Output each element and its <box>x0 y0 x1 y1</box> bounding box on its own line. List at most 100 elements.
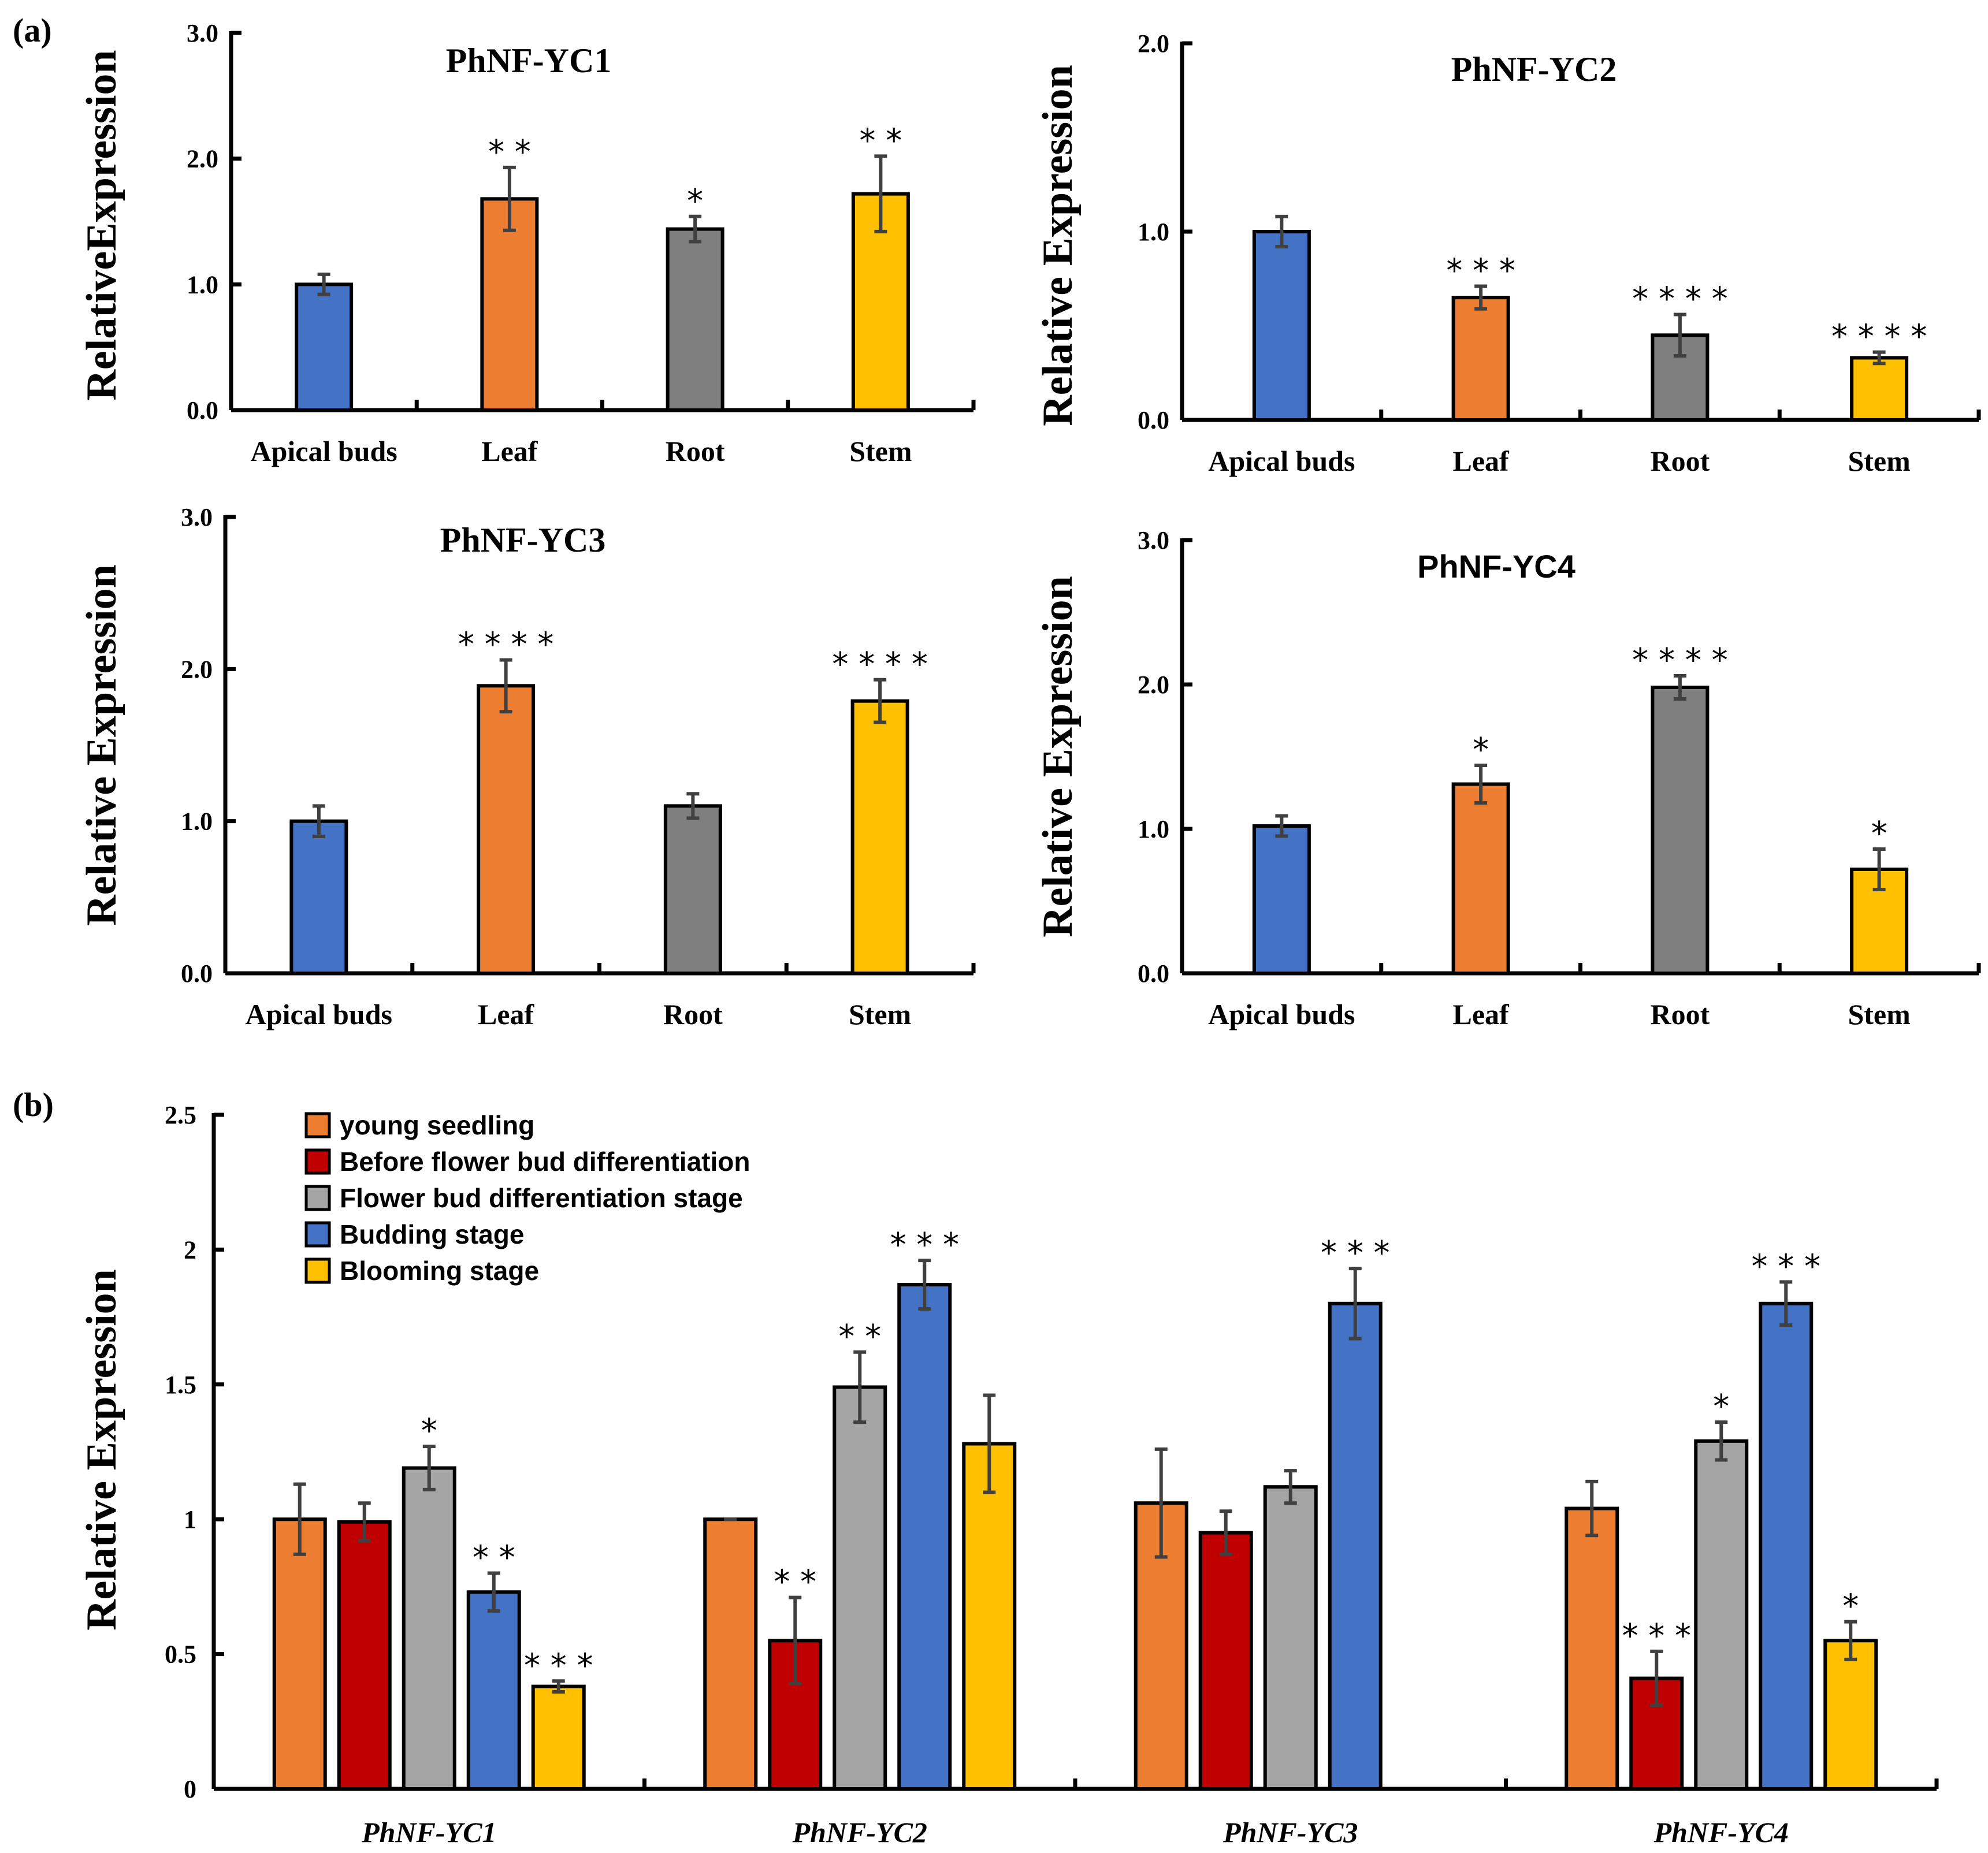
category-label: Apical buds <box>250 435 397 467</box>
bar-young-seedling <box>703 1517 758 1791</box>
legend-label: Budding stage <box>340 1219 524 1249</box>
category-label: Leaf <box>1453 998 1510 1030</box>
chart-developmental-stages: 0 0.5 1 1.5 2 2.5 * * * * * * PhNF-YC1 * * * * * * *… <box>78 1101 1939 1848</box>
legend-label: young seedling <box>340 1110 534 1140</box>
significance-label: * <box>1842 1588 1859 1625</box>
bar-root <box>666 227 724 412</box>
significance-label: * * * <box>1446 252 1515 290</box>
significance-label: * * * <box>1751 1248 1820 1285</box>
bar-budding-stage <box>897 1283 952 1791</box>
bar-young-seedling <box>1565 1506 1619 1791</box>
bar-apical-buds <box>289 819 348 975</box>
category-label: PhNF-YC3 <box>1222 1816 1358 1848</box>
bar-flower-bud-differentiation-stage <box>833 1385 887 1791</box>
significance-label: * * <box>774 1564 816 1601</box>
category-label: Apical buds <box>246 998 392 1030</box>
category-label: Root <box>1650 998 1710 1030</box>
category-label: Apical buds <box>1208 998 1355 1030</box>
bar-budding-stage <box>1328 1301 1383 1791</box>
bar-young-seedling <box>272 1517 327 1791</box>
category-label: Leaf <box>478 998 535 1030</box>
significance-label: * * * <box>890 1226 959 1264</box>
significance-label: * * * <box>524 1647 593 1684</box>
y-tick-label: 1.0 <box>1138 218 1169 246</box>
legend-swatch <box>304 1148 331 1175</box>
y-tick-label: 0.5 <box>165 1640 196 1669</box>
category-label: Stem <box>1848 445 1910 477</box>
legend-swatch <box>304 1257 331 1284</box>
bar-leaf <box>480 197 539 412</box>
bar-apical-buds <box>295 282 354 412</box>
bar-blooming-stage <box>1823 1639 1878 1791</box>
y-tick-label: 1.0 <box>187 270 218 299</box>
bar-apical-buds <box>1252 824 1311 975</box>
bar-leaf <box>477 684 536 976</box>
y-tick-label: 1 <box>184 1505 196 1534</box>
significance-label: * * <box>838 1318 881 1356</box>
y-axis-label: RelativeExpression <box>78 50 125 400</box>
y-tick-label: 3.0 <box>187 19 218 47</box>
chart-phnf-yc2: 0.0 1.0 2.0 Apical buds * * * Leaf * * * * Root… <box>1034 29 1981 477</box>
y-tick-label: 1.0 <box>181 808 213 836</box>
y-tick-label: 2.0 <box>1138 671 1169 699</box>
y-tick-label: 3.0 <box>181 503 213 531</box>
category-label: PhNF-YC2 <box>792 1816 927 1848</box>
y-tick-label: 2 <box>184 1236 196 1264</box>
chart-title: PhNF-YC3 <box>440 521 606 559</box>
significance-label: * * * <box>1321 1234 1390 1272</box>
category-label: Stem <box>1848 998 1910 1030</box>
significance-label: * * * * <box>1632 280 1727 318</box>
legend-swatch <box>304 1185 331 1211</box>
bar-flower-bud-differentiation-stage <box>1263 1485 1318 1791</box>
y-tick-label: 0.0 <box>1138 406 1169 434</box>
bar-before-flower-bud-differentiation <box>337 1520 392 1791</box>
y-tick-label: 1.0 <box>1138 815 1169 843</box>
legend-label: Before flower bud differentiation <box>340 1147 750 1177</box>
bar-blooming-stage <box>531 1684 586 1791</box>
y-axis-label: Relative Expression <box>78 564 125 926</box>
bar-flower-bud-differentiation-stage <box>402 1466 456 1791</box>
bar-budding-stage <box>1759 1301 1814 1791</box>
category-label: PhNF-YC1 <box>361 1816 496 1848</box>
chart-title: PhNF-YC2 <box>1451 50 1617 88</box>
legend-swatch <box>304 1221 331 1248</box>
significance-label: * * <box>488 133 531 171</box>
y-tick-label: 0.0 <box>1138 959 1169 988</box>
significance-label: * * <box>859 122 902 159</box>
category-label: Leaf <box>1453 445 1510 477</box>
y-tick-label: 2.0 <box>1138 29 1169 58</box>
panel-label-b: (b) <box>13 1086 54 1123</box>
significance-label: * * <box>473 1539 515 1577</box>
y-tick-label: 2.0 <box>181 655 213 683</box>
bar-root <box>1651 686 1710 975</box>
bar-leaf <box>1451 782 1510 975</box>
bar-stem <box>850 699 909 975</box>
bar-root <box>663 804 722 976</box>
category-label: PhNF-YC4 <box>1653 1816 1789 1848</box>
y-tick-label: 2.5 <box>165 1101 196 1129</box>
y-tick-label: 2.0 <box>187 145 218 173</box>
legend: young seedling Before flower bud differen… <box>304 1110 750 1286</box>
bar-blooming-stage <box>962 1442 1017 1791</box>
category-label: Leaf <box>481 435 538 467</box>
bar-leaf <box>1451 296 1510 422</box>
significance-label: * * * * <box>1831 318 1927 356</box>
legend-label: Flower bud differentiation stage <box>340 1183 743 1213</box>
y-tick-label: 0.0 <box>181 959 213 988</box>
panel-label-a: (a) <box>13 12 52 49</box>
significance-label: * <box>687 183 703 220</box>
significance-label: * * * * <box>458 626 553 664</box>
bar-stem <box>1850 356 1909 422</box>
y-tick-label: 3.0 <box>1138 526 1169 555</box>
y-tick-label: 0.0 <box>187 396 218 425</box>
chart-phnf-yc3: 0.0 1.0 2.0 3.0 Apical buds * * * * Leaf Root * … <box>78 503 976 1030</box>
bar-budding-stage <box>466 1590 521 1791</box>
significance-label: * <box>1713 1388 1729 1426</box>
significance-label: * <box>421 1412 437 1450</box>
y-tick-label: 0 <box>184 1775 196 1803</box>
chart-phnf-yc1: 0.0 1.0 2.0 3.0 Apical buds * * Leaf * Root * * St… <box>78 19 976 467</box>
chart-title: PhNF-YC4 <box>1417 548 1575 585</box>
y-axis-label: Relative Expression <box>1034 65 1082 426</box>
legend-swatch <box>304 1112 331 1138</box>
